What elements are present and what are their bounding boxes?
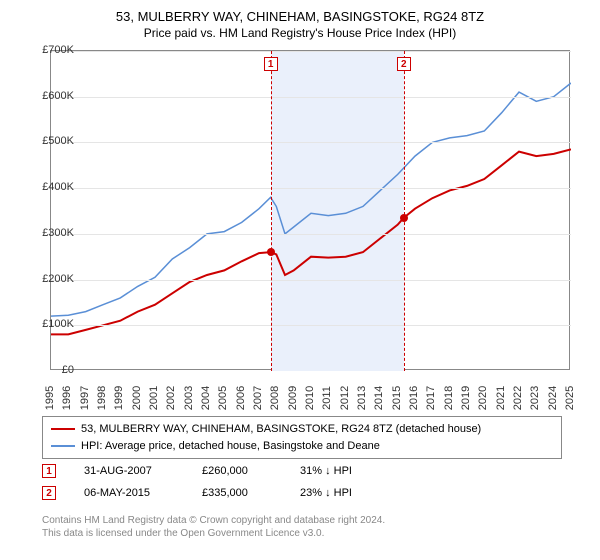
grid-line — [51, 325, 571, 326]
x-axis-label: 2023 — [529, 386, 541, 410]
x-axis-label: 2025 — [564, 386, 576, 410]
event-line-2 — [404, 51, 405, 371]
x-axis-label: 2011 — [321, 386, 333, 410]
event-dot-2 — [400, 214, 408, 222]
x-axis-label: 2012 — [339, 386, 351, 410]
grid-line — [51, 97, 571, 98]
sales-table: 1 31-AUG-2007 £260,000 31% ↓ HPI 2 06-MAY-201… — [42, 460, 360, 504]
y-axis-label: £700K — [24, 44, 74, 56]
sale-delta: 23% ↓ HPI — [300, 487, 360, 499]
y-axis-label: £100K — [24, 318, 74, 330]
legend-label: 53, MULBERRY WAY, CHINEHAM, BASINGSTOKE,… — [81, 421, 481, 438]
x-axis-label: 2019 — [460, 386, 472, 410]
x-axis-label: 2016 — [408, 386, 420, 410]
x-axis-label: 1999 — [113, 386, 125, 410]
x-axis-label: 2002 — [165, 386, 177, 410]
x-axis-label: 2004 — [200, 386, 212, 410]
chart-plot-area: 12 — [50, 50, 570, 370]
event-line-1 — [271, 51, 272, 371]
grid-line — [51, 142, 571, 143]
y-axis-label: £200K — [24, 273, 74, 285]
x-axis-label: 2009 — [287, 386, 299, 410]
legend-row: HPI: Average price, detached house, Basi… — [51, 438, 553, 455]
legend-label: HPI: Average price, detached house, Basi… — [81, 438, 380, 455]
footer-text: Contains HM Land Registry data © Crown c… — [42, 514, 385, 540]
legend-swatch — [51, 445, 75, 447]
y-axis-label: £500K — [24, 135, 74, 147]
x-axis-label: 2021 — [495, 386, 507, 410]
sale-date: 31-AUG-2007 — [84, 465, 174, 477]
line-chart-svg — [51, 51, 571, 371]
y-axis-label: £600K — [24, 90, 74, 102]
grid-line — [51, 51, 571, 52]
x-axis-label: 2001 — [148, 386, 160, 410]
x-axis-label: 2022 — [512, 386, 524, 410]
x-axis-label: 2024 — [547, 386, 559, 410]
chart-subtitle: Price paid vs. HM Land Registry's House … — [0, 26, 600, 44]
x-axis-label: 2003 — [183, 386, 195, 410]
x-axis-label: 2014 — [373, 386, 385, 410]
x-axis-label: 2000 — [131, 386, 143, 410]
footer-line-2: This data is licensed under the Open Gov… — [42, 527, 385, 540]
x-axis-label: 2013 — [356, 386, 368, 410]
x-axis-label: 1998 — [96, 386, 108, 410]
grid-line — [51, 188, 571, 189]
event-marker-2: 2 — [397, 57, 411, 71]
x-axis-label: 1996 — [61, 386, 73, 410]
legend-row: 53, MULBERRY WAY, CHINEHAM, BASINGSTOKE,… — [51, 421, 553, 438]
y-axis-label: £0 — [24, 364, 74, 376]
x-axis-label: 1995 — [44, 386, 56, 410]
chart-title: 53, MULBERRY WAY, CHINEHAM, BASINGSTOKE,… — [0, 8, 600, 26]
grid-line — [51, 234, 571, 235]
x-axis-label: 2017 — [425, 386, 437, 410]
x-axis-label: 1997 — [79, 386, 91, 410]
footer-line-1: Contains HM Land Registry data © Crown c… — [42, 514, 385, 527]
sale-price: £260,000 — [202, 465, 272, 477]
sale-row: 2 06-MAY-2015 £335,000 23% ↓ HPI — [42, 482, 360, 504]
x-axis-label: 2010 — [304, 386, 316, 410]
x-axis-label: 2018 — [443, 386, 455, 410]
x-axis-label: 2015 — [391, 386, 403, 410]
sale-price: £335,000 — [202, 487, 272, 499]
legend-box: 53, MULBERRY WAY, CHINEHAM, BASINGSTOKE,… — [42, 416, 562, 459]
event-dot-1 — [267, 248, 275, 256]
x-axis-label: 2005 — [217, 386, 229, 410]
event-marker-1: 1 — [264, 57, 278, 71]
legend-swatch — [51, 428, 75, 430]
series-property — [51, 149, 571, 334]
x-axis-label: 2006 — [235, 386, 247, 410]
y-axis-label: £300K — [24, 227, 74, 239]
x-axis-label: 2020 — [477, 386, 489, 410]
x-axis-label: 2007 — [252, 386, 264, 410]
sale-date: 06-MAY-2015 — [84, 487, 174, 499]
sale-row: 1 31-AUG-2007 £260,000 31% ↓ HPI — [42, 460, 360, 482]
sale-delta: 31% ↓ HPI — [300, 465, 360, 477]
series-hpi — [51, 83, 571, 316]
sale-marker: 1 — [42, 464, 56, 478]
y-axis-label: £400K — [24, 181, 74, 193]
x-axis-label: 2008 — [269, 386, 281, 410]
sale-marker: 2 — [42, 486, 56, 500]
grid-line — [51, 280, 571, 281]
